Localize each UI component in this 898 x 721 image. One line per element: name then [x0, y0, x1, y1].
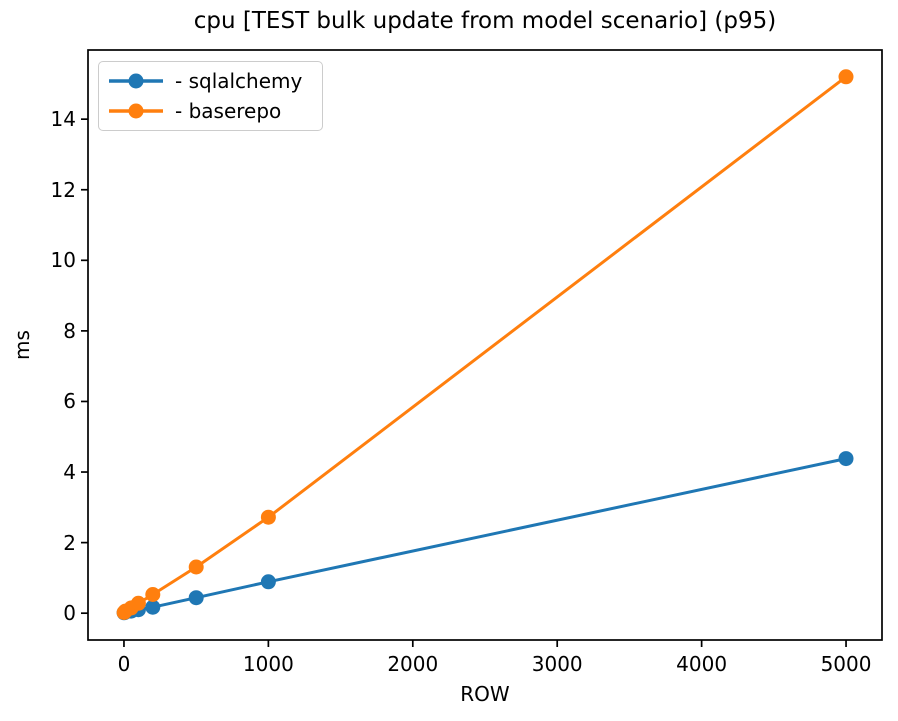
- x-tick-label: 0: [117, 652, 131, 676]
- line-marker-icon: [109, 103, 163, 119]
- x-tick-label: 3000: [531, 652, 583, 676]
- data-marker-baserepo: [838, 69, 854, 85]
- data-marker-baserepo: [260, 509, 276, 525]
- legend-item-baserepo: - baserepo: [105, 96, 312, 126]
- y-tick-label: 0: [63, 601, 76, 626]
- data-marker-baserepo: [145, 587, 161, 602]
- y-axis-label: ms: [10, 330, 34, 360]
- y-tick-label: 4: [63, 460, 76, 485]
- y-tick-label: 10: [50, 248, 76, 273]
- legend: - sqlalchemy - baserepo: [98, 61, 323, 131]
- x-tick-label: 4000: [676, 652, 728, 676]
- data-marker-baserepo: [188, 559, 204, 575]
- data-marker-baserepo: [130, 595, 146, 611]
- y-tick-label: 6: [63, 389, 76, 414]
- data-marker-sqlalchemy: [188, 590, 204, 606]
- y-tick-label: 14: [50, 107, 76, 132]
- line-marker-icon: [109, 73, 163, 89]
- legend-label-baserepo: - baserepo: [175, 99, 282, 123]
- series-line-sqlalchemy: [123, 457, 847, 615]
- x-tick-label: 2000: [387, 652, 439, 676]
- plot-border: [87, 49, 883, 641]
- x-tick-label: 1000: [242, 652, 294, 676]
- series-line-baserepo: [123, 75, 847, 614]
- y-tick-label: 12: [50, 177, 76, 202]
- legend-item-sqlalchemy: - sqlalchemy: [105, 66, 312, 96]
- x-tick-label: 5000: [820, 652, 872, 676]
- x-axis-label: ROW: [460, 682, 510, 706]
- data-marker-sqlalchemy: [838, 451, 854, 467]
- chart-title: cpu [TEST bulk update from model scenari…: [193, 8, 777, 34]
- y-tick-label: 8: [63, 318, 76, 343]
- data-marker-sqlalchemy: [260, 574, 276, 590]
- legend-label-sqlalchemy: - sqlalchemy: [175, 69, 303, 93]
- y-tick-label: 2: [63, 530, 76, 555]
- data-marker-sqlalchemy: [145, 599, 161, 615]
